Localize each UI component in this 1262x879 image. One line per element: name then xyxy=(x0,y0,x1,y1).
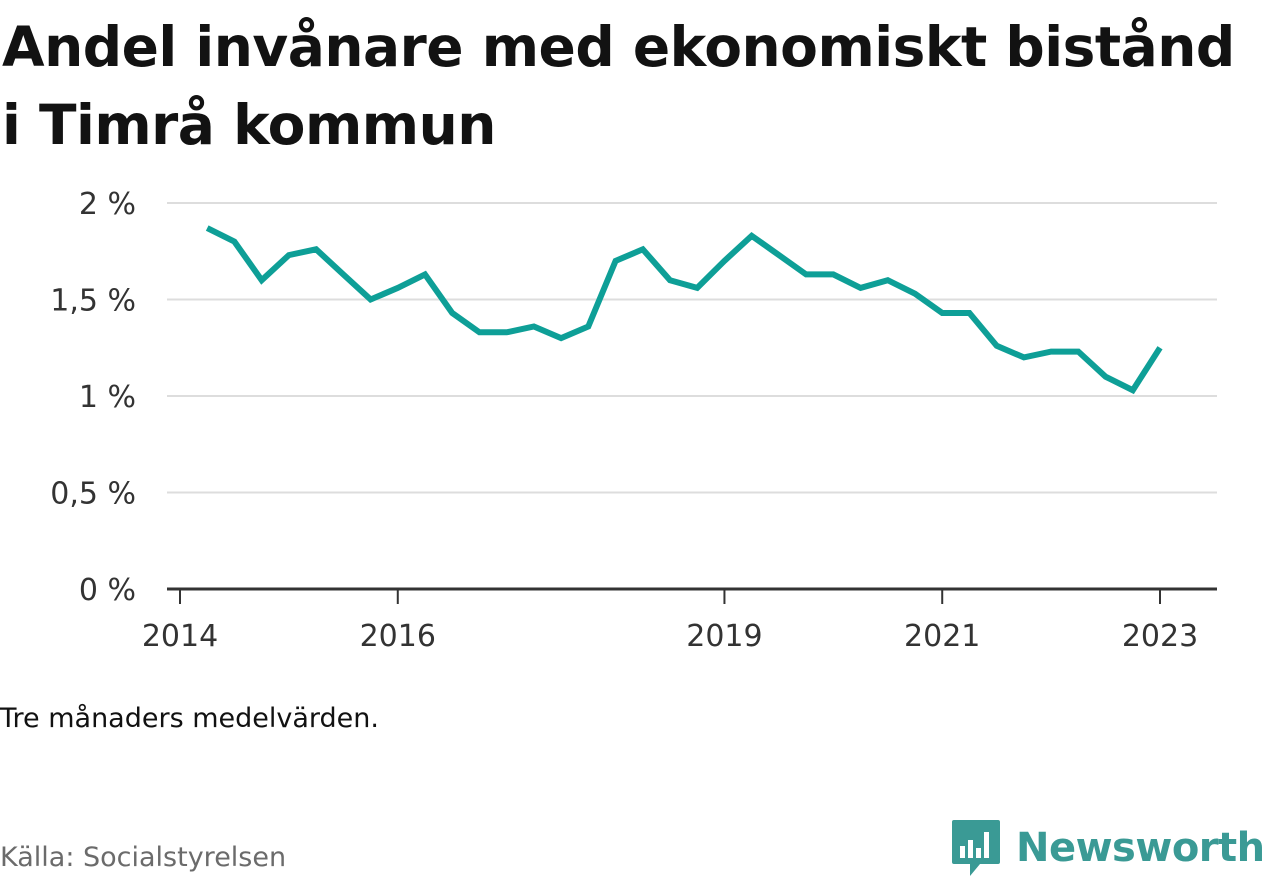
grid-layer xyxy=(167,202,1217,494)
y-tick-label: 0 % xyxy=(79,573,136,608)
x-tick-label: 2014 xyxy=(142,619,218,654)
y-tick-label: 2 % xyxy=(79,187,136,222)
newsworthy-logo-icon xyxy=(952,820,1000,876)
source-text: Källa: Socialstyrelsen xyxy=(0,842,287,873)
line-layer xyxy=(205,225,1163,395)
line-chart: 0 % 0,5 % 1 % 1,5 % 2 % 2014 2016 2019 2021 2023 xyxy=(50,187,1217,654)
x-tick-label: 2023 xyxy=(1122,619,1198,654)
axis-layer: 0 % 0,5 % 1 % 1,5 % 2 % 2014 2016 2019 2021 2023 xyxy=(50,187,1217,654)
y-tick-label: 0,5 % xyxy=(50,477,136,512)
x-tick-label: 2016 xyxy=(360,619,436,654)
chart-title: Andel invånare med ekonomiskt bistånd i … xyxy=(2,15,1235,157)
series-line xyxy=(205,225,1163,395)
brand-name: Newsworthy xyxy=(1016,825,1262,871)
x-tick-label: 2019 xyxy=(686,619,762,654)
y-tick-label: 1,5 % xyxy=(50,284,136,319)
chart-note: Tre månaders medelvärden. xyxy=(0,703,379,734)
y-tick-label: 1 % xyxy=(79,380,136,415)
x-tick-label: 2021 xyxy=(904,619,980,654)
brand-logo: Newsworthy xyxy=(950,818,1262,878)
